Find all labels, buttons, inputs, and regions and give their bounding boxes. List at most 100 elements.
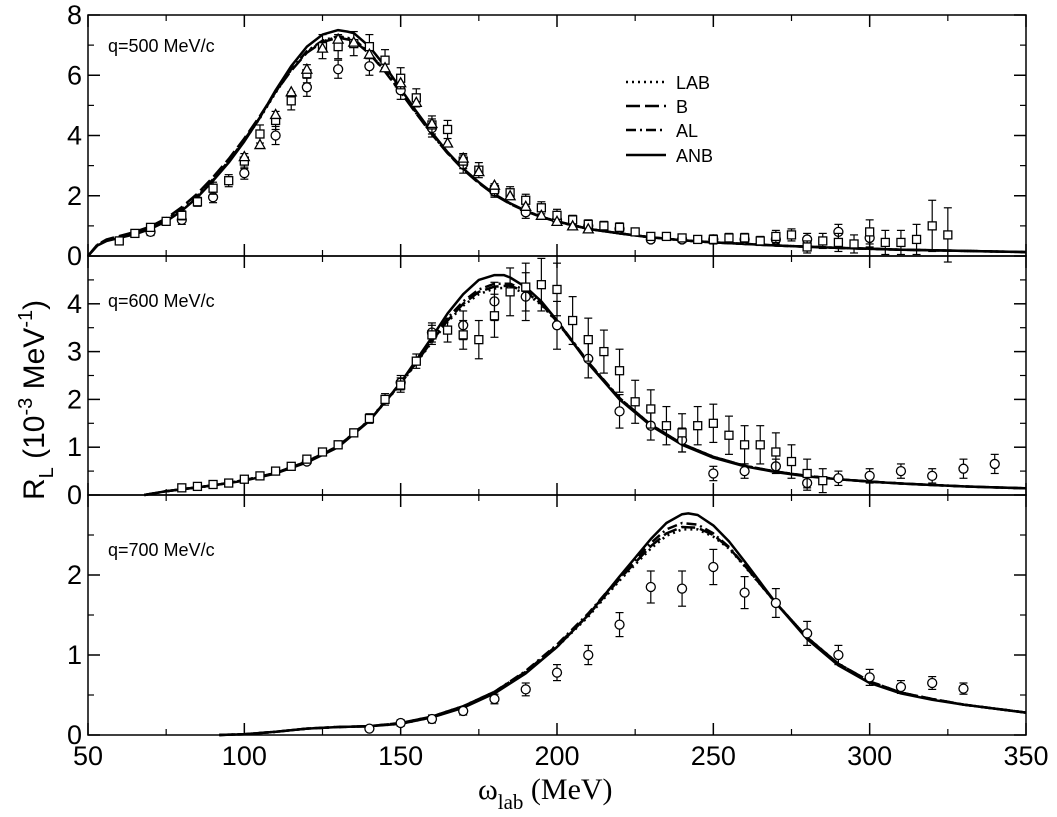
data-point-square: [662, 232, 670, 240]
series-line-b-panel-1: [144, 286, 1026, 495]
y-axis-exp2: -1: [15, 310, 37, 328]
legend-label-anb: ANB: [676, 146, 713, 166]
data-point-square: [225, 479, 233, 487]
y-tick-label-1-1: 1: [67, 432, 82, 462]
data-point-square: [240, 475, 248, 483]
data-point-square: [334, 441, 342, 449]
data-point-square: [616, 367, 624, 375]
data-point-square: [803, 243, 811, 251]
data-point-circle: [834, 474, 843, 483]
data-point-circle: [834, 651, 843, 660]
data-point-circle: [771, 599, 780, 608]
y-axis-unit-open: (10: [18, 416, 51, 468]
data-point-square: [428, 331, 436, 339]
data-point-square: [631, 228, 639, 236]
data-point-square: [834, 238, 842, 246]
data-point-square: [788, 231, 796, 239]
plot-layer: 024680123401250 100 150 200 250 300 350: [67, 0, 1049, 771]
data-point-square: [866, 228, 874, 236]
y-tick-label-1-4: 4: [67, 289, 82, 319]
legend-label-al: AL: [676, 121, 698, 141]
data-point-circle: [709, 563, 718, 572]
x-tick-label-3: 200: [534, 741, 579, 771]
data-point-square: [897, 238, 905, 246]
data-point-square: [819, 477, 827, 485]
data-point-square: [819, 237, 827, 245]
data-point-square: [647, 232, 655, 240]
data-point-circle: [709, 469, 718, 478]
data-point-square: [662, 422, 670, 430]
data-point-square: [444, 326, 452, 334]
data-point-circle: [865, 673, 874, 682]
panel-label-q700: q=700 MeV/c: [108, 540, 215, 560]
y-tick-label-0-3: 6: [67, 60, 82, 90]
x-tick-label-4: 250: [691, 741, 736, 771]
y-axis-title: RL (10-3 MeV-1): [15, 300, 58, 500]
data-point-square: [319, 448, 327, 456]
data-point-square: [537, 281, 545, 289]
x-axis-symbol: ω: [478, 773, 498, 806]
data-point-square: [287, 97, 295, 105]
data-point-square: [162, 217, 170, 225]
data-point-square: [803, 469, 811, 477]
data-point-triangle: [271, 109, 281, 118]
data-point-circle: [615, 620, 624, 629]
data-point-square: [178, 484, 186, 492]
data-point-circle: [896, 467, 905, 476]
data-point-square: [944, 231, 952, 239]
data-point-circle: [302, 83, 311, 92]
data-point-square: [772, 232, 780, 240]
data-point-circle: [584, 651, 593, 660]
data-point-square: [756, 441, 764, 449]
data-point-square: [303, 455, 311, 463]
data-point-square: [256, 130, 264, 138]
x-tick-label-6: 350: [1003, 741, 1048, 771]
y-tick-label-0-0: 0: [67, 241, 82, 271]
data-point-circle: [928, 471, 937, 480]
data-point-square: [678, 429, 686, 437]
data-point-circle: [646, 583, 655, 592]
panel-label-q600: q=600 MeV/c: [108, 291, 215, 311]
y-tick-label-0-1: 2: [67, 181, 82, 211]
data-point-circle: [459, 707, 468, 716]
data-point-square: [522, 283, 530, 291]
data-point-square: [397, 381, 405, 389]
y-axis-unit-mev: MeV: [18, 328, 51, 398]
data-point-circle: [271, 131, 280, 140]
data-point-square: [913, 235, 921, 243]
data-point-square: [709, 419, 717, 427]
data-point-circle: [427, 715, 436, 724]
data-point-triangle: [302, 64, 312, 73]
y-tick-label-0-2: 4: [67, 121, 82, 151]
data-point-square: [334, 43, 342, 51]
x-tick-label-0: 50: [73, 741, 103, 771]
data-point-circle: [396, 719, 405, 728]
data-point-square: [741, 441, 749, 449]
data-point-square: [287, 462, 295, 470]
data-point-square: [694, 422, 702, 430]
panel-label-q500: q=500 MeV/c: [108, 36, 215, 56]
x-tick-label-5: 300: [847, 741, 892, 771]
data-point-square: [756, 237, 764, 245]
data-point-square: [772, 448, 780, 456]
x-tick-label-2: 150: [378, 741, 423, 771]
data-point-square: [694, 235, 702, 243]
data-point-triangle: [239, 152, 249, 161]
data-point-square: [412, 357, 420, 365]
series-line-b-panel-2: [219, 527, 1026, 735]
y-axis-unit-close: ): [18, 300, 51, 310]
data-point-circle: [365, 724, 374, 733]
data-point-triangle: [443, 138, 453, 147]
data-point-square: [506, 288, 514, 296]
data-point-circle: [334, 65, 343, 74]
panel-frame-2: [88, 495, 1026, 735]
y-axis-subscript: L: [36, 467, 58, 478]
data-point-circle: [615, 407, 624, 416]
data-point-square: [350, 429, 358, 437]
data-point-square: [178, 211, 186, 219]
data-point-square: [788, 458, 796, 466]
data-point-square: [631, 398, 639, 406]
data-point-square: [725, 431, 733, 439]
data-point-square: [584, 336, 592, 344]
x-axis-title: ωlab (MeV): [478, 773, 613, 814]
